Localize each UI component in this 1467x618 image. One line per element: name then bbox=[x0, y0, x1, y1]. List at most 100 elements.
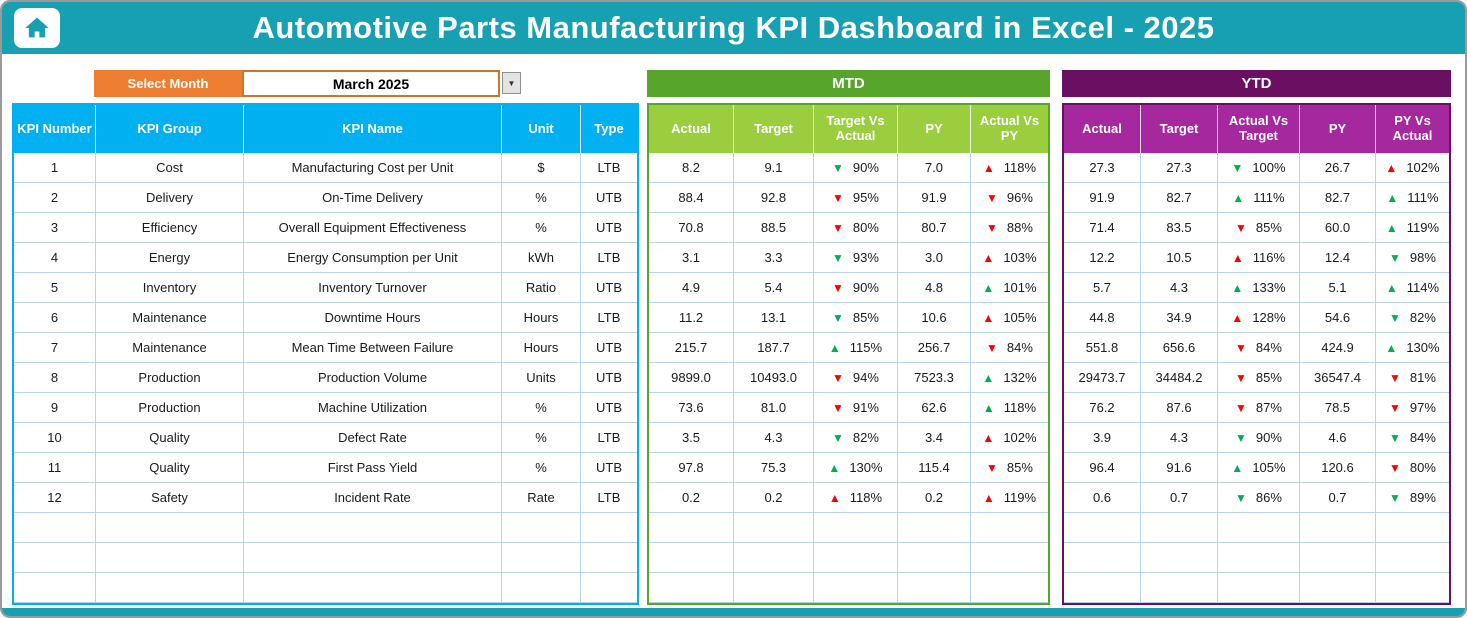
percent-value: 111% bbox=[1407, 190, 1439, 205]
table-row: 70.8 88.5 ▼ 80% 80.7 ▼ 88% bbox=[649, 213, 1048, 243]
mtd-actual-cell: 70.8 bbox=[649, 213, 734, 243]
table-row: 27.3 27.3 ▼ 100% 26.7 ▲ 102% bbox=[1064, 153, 1449, 183]
mtd-actual-cell: 8.2 bbox=[649, 153, 734, 183]
up-arrow-icon: ▲ bbox=[1231, 460, 1244, 475]
kpi-name-cell: Overall Equipment Effectiveness bbox=[244, 213, 502, 243]
percent-value: 84% bbox=[1409, 430, 1436, 445]
empty-table-row bbox=[649, 573, 1048, 603]
type-cell: LTB bbox=[581, 483, 637, 513]
down-arrow-icon: ▼ bbox=[832, 430, 844, 445]
ytd-actual-vs-target-cell: ▼ 87% bbox=[1218, 393, 1300, 423]
table-row: 12 Safety Incident Rate Rate LTB bbox=[14, 483, 637, 513]
percent-value: 130% bbox=[849, 460, 883, 475]
table-row: 44.8 34.9 ▲ 128% 54.6 ▼ 82% bbox=[1064, 303, 1449, 333]
ytd-target-cell: 656.6 bbox=[1141, 333, 1218, 363]
up-arrow-icon: ▲ bbox=[982, 310, 995, 325]
mtd-py-cell: 91.9 bbox=[898, 183, 971, 213]
down-arrow-icon: ▼ bbox=[832, 310, 844, 325]
down-arrow-icon: ▼ bbox=[1235, 430, 1247, 445]
mtd-actual-cell: 0.2 bbox=[649, 483, 734, 513]
kpi-group-cell: Inventory bbox=[96, 273, 244, 303]
empty-cell bbox=[581, 513, 637, 543]
up-arrow-icon: ▲ bbox=[982, 160, 995, 175]
down-arrow-icon: ▼ bbox=[1231, 160, 1244, 175]
ytd-py-cell: 0.7 bbox=[1300, 483, 1376, 513]
kpi-name-cell: Manufacturing Cost per Unit bbox=[244, 153, 502, 183]
empty-cell bbox=[1064, 543, 1141, 573]
target-header: Target bbox=[734, 105, 814, 153]
ytd-py-cell: 82.7 bbox=[1300, 183, 1376, 213]
mtd-table: Actual Target Target Vs Actual PY Actual Vs … bbox=[647, 103, 1050, 605]
ytd-actual-vs-target-cell: ▼ 85% bbox=[1218, 363, 1300, 393]
ytd-py-vs-actual-cell: ▲ 119% bbox=[1376, 213, 1449, 243]
kpi-table: KPI Number KPI Group KPI Name Unit Type 1 Cost… bbox=[12, 103, 639, 605]
kpi-group-cell: Production bbox=[96, 363, 244, 393]
mtd-actual-vs-py-cell: ▲ 103% bbox=[971, 243, 1048, 273]
empty-cell bbox=[1064, 513, 1141, 543]
down-arrow-icon: ▼ bbox=[832, 160, 844, 175]
down-arrow-icon: ▼ bbox=[1235, 490, 1247, 505]
kpi-number-cell: 4 bbox=[14, 243, 96, 273]
table-row: 2 Delivery On-Time Delivery% UTB bbox=[14, 183, 637, 213]
unit-cell: % bbox=[502, 423, 581, 453]
chevron-down-icon: ▼ bbox=[507, 78, 516, 88]
down-arrow-icon: ▼ bbox=[1235, 400, 1247, 415]
empty-cell bbox=[14, 573, 96, 603]
percent-value: 80% bbox=[852, 220, 879, 235]
home-button[interactable] bbox=[14, 8, 60, 48]
up-arrow-icon: ▲ bbox=[982, 280, 995, 295]
up-arrow-icon: ▲ bbox=[1386, 190, 1399, 205]
month-dropdown-arrow-button[interactable]: ▼ bbox=[502, 72, 521, 94]
up-arrow-icon: ▲ bbox=[1385, 220, 1398, 235]
up-arrow-icon: ▲ bbox=[1385, 160, 1398, 175]
percent-value: 119% bbox=[1406, 220, 1440, 235]
percent-value: 88% bbox=[1006, 220, 1033, 235]
empty-cell bbox=[971, 513, 1048, 543]
empty-cell bbox=[1141, 513, 1218, 543]
up-arrow-icon: ▲ bbox=[1231, 280, 1244, 295]
percent-value: 105% bbox=[1252, 460, 1286, 475]
month-dropdown[interactable]: March 2025 bbox=[242, 70, 500, 97]
mtd-actual-vs-py-cell: ▲ 119% bbox=[971, 483, 1048, 513]
mtd-target-vs-actual-cell: ▼ 95% bbox=[814, 183, 898, 213]
empty-cell bbox=[1300, 513, 1376, 543]
ytd-py-vs-actual-cell: ▲ 102% bbox=[1376, 153, 1449, 183]
ytd-table: Actual Target Actual Vs Target PY PY Vs Actu… bbox=[1062, 103, 1451, 605]
type-cell: UTB bbox=[581, 453, 637, 483]
ytd-py-vs-actual-cell: ▼ 82% bbox=[1376, 303, 1449, 333]
mtd-target-vs-actual-cell: ▼ 90% bbox=[814, 153, 898, 183]
percent-value: 85% bbox=[852, 310, 879, 325]
empty-cell bbox=[244, 543, 502, 573]
mtd-target-vs-actual-cell: ▼ 80% bbox=[814, 213, 898, 243]
kpi-number-cell: 7 bbox=[14, 333, 96, 363]
table-row: 76.2 87.6 ▼ 87% 78.5 ▼ 97% bbox=[1064, 393, 1449, 423]
kpi-group-header: KPI Group bbox=[96, 105, 244, 153]
mtd-target-cell: 0.2 bbox=[734, 483, 814, 513]
ytd-target-cell: 4.3 bbox=[1141, 273, 1218, 303]
percent-value: 97% bbox=[1409, 400, 1436, 415]
actual-header: Actual bbox=[649, 105, 734, 153]
table-row: 3.1 3.3 ▼ 93% 3.0 ▲ 103% bbox=[649, 243, 1048, 273]
empty-cell bbox=[1300, 543, 1376, 573]
percent-value: 84% bbox=[1006, 340, 1033, 355]
unit-cell: % bbox=[502, 393, 581, 423]
percent-value: 86% bbox=[1255, 490, 1282, 505]
kpi-name-cell: Downtime Hours bbox=[244, 303, 502, 333]
percent-value: 103% bbox=[1003, 250, 1037, 265]
type-cell: UTB bbox=[581, 213, 637, 243]
mtd-target-vs-actual-cell: ▼ 90% bbox=[814, 273, 898, 303]
table-row: 5 Inventory Inventory Turnover Ratio UTB bbox=[14, 273, 637, 303]
up-arrow-icon: ▲ bbox=[1385, 280, 1398, 295]
mtd-actual-vs-py-cell: ▼ 84% bbox=[971, 333, 1048, 363]
ytd-target-cell: 0.7 bbox=[1141, 483, 1218, 513]
empty-cell bbox=[898, 543, 971, 573]
ytd-actual-vs-target-cell: ▼ 86% bbox=[1218, 483, 1300, 513]
kpi-number-cell: 8 bbox=[14, 363, 96, 393]
ytd-actual-vs-target-cell: ▲ 116% bbox=[1218, 243, 1300, 273]
ytd-actual-vs-target-cell: ▼ 100% bbox=[1218, 153, 1300, 183]
mtd-py-cell: 0.2 bbox=[898, 483, 971, 513]
table-row: 96.4 91.6 ▲ 105% 120.6 ▼ 80% bbox=[1064, 453, 1449, 483]
kpi-group-cell: Energy bbox=[96, 243, 244, 273]
table-row: 4 Energy Energy Consumption per Unit kWh LTB bbox=[14, 243, 637, 273]
